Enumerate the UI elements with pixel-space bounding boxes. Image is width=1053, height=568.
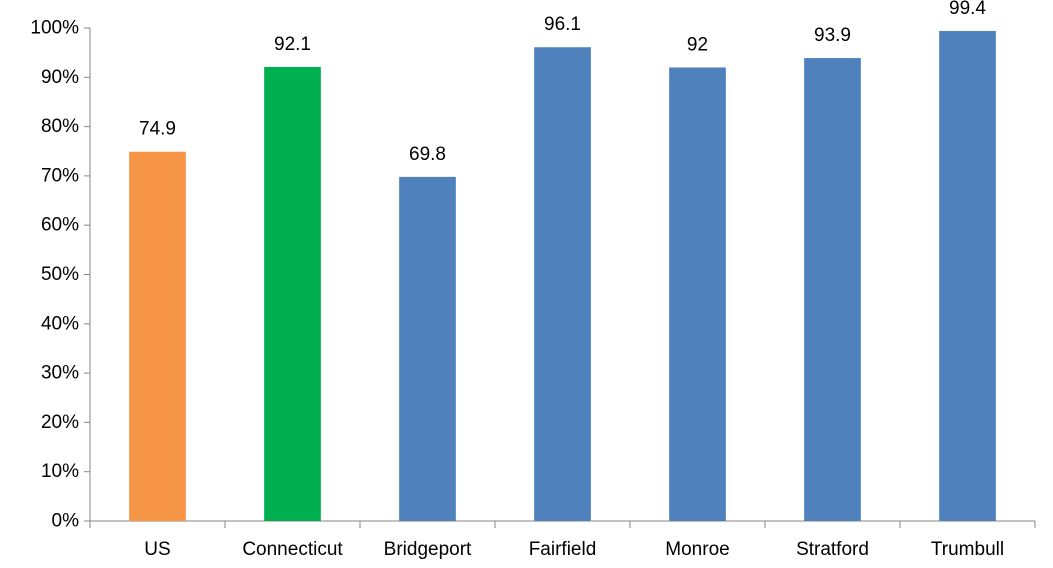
- data-label: 96.1: [544, 14, 581, 35]
- x-tick-label: US: [144, 539, 170, 560]
- y-tick-label: 30%: [41, 363, 79, 384]
- x-tick-label: Bridgeport: [384, 539, 472, 560]
- y-axis: 0% 10% 20% 30% 40% 50% 60% 70% 80% 90% 100%: [30, 18, 91, 532]
- data-label: 93.9: [814, 25, 851, 46]
- y-tick-label: 50%: [41, 264, 79, 285]
- y-tick-label: 90%: [41, 67, 79, 88]
- bar: [939, 30, 996, 521]
- data-label: 99.4: [949, 0, 986, 19]
- x-tick-label: Connecticut: [242, 539, 343, 560]
- data-label: 74.9: [139, 119, 176, 140]
- data-label: 69.8: [409, 144, 446, 165]
- x-tick-label: Stratford: [796, 539, 869, 560]
- x-tick-label: Monroe: [665, 539, 729, 560]
- y-tick-label: 80%: [41, 116, 79, 137]
- bar: [129, 151, 186, 522]
- bars: [129, 30, 996, 522]
- x-tick-label: Trumbull: [931, 539, 1004, 560]
- y-tick-label: 0%: [52, 511, 80, 532]
- y-tick-label: 20%: [41, 412, 79, 433]
- y-tick-label: 100%: [30, 18, 79, 39]
- bar: [804, 58, 861, 521]
- x-axis: US Connecticut Bridgeport Fairfield Monroe St…: [89, 520, 1036, 560]
- bar: [399, 176, 456, 522]
- y-tick-label: 70%: [41, 165, 79, 186]
- bar: [264, 66, 321, 522]
- data-label: 92: [687, 34, 708, 55]
- y-tick-label: 40%: [41, 313, 79, 334]
- y-tick-label: 10%: [41, 461, 79, 482]
- bar: [534, 47, 591, 522]
- bar: [669, 67, 726, 521]
- data-labels: 74.9 92.1 69.8 96.1 92 93.9 99.4: [139, 0, 986, 165]
- x-tick-label: Fairfield: [529, 539, 597, 560]
- y-tick-label: 60%: [41, 215, 79, 236]
- data-label: 92.1: [274, 34, 311, 55]
